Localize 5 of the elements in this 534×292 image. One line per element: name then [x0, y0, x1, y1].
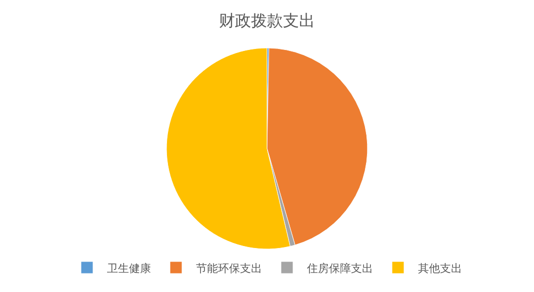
legend-label: 卫生健康: [107, 262, 151, 275]
chart-title: 财政拨款支出: [219, 10, 315, 30]
legend-label: 住房保障支出: [307, 262, 373, 275]
legend-label: 其他支出: [418, 262, 462, 275]
legend-label: 节能环保支出: [196, 262, 262, 275]
